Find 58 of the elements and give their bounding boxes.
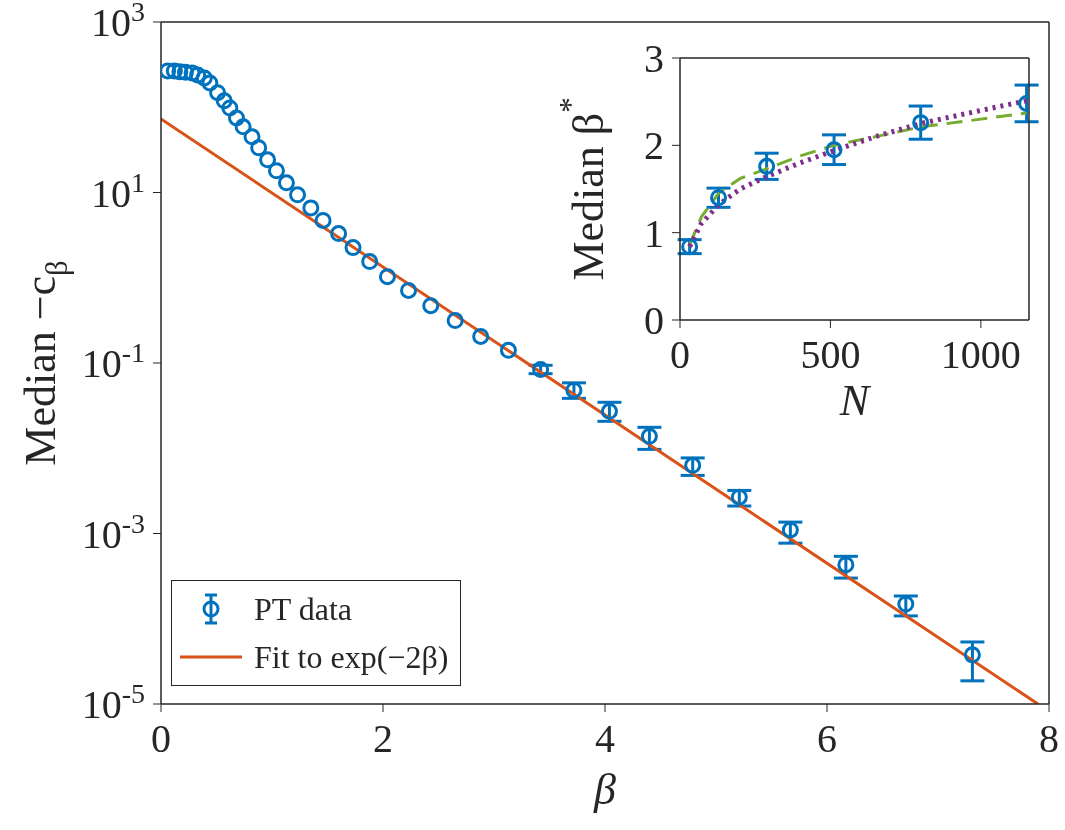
- point: [897, 595, 915, 613]
- x-tick-label: 1000: [940, 332, 1021, 377]
- point: [330, 225, 348, 243]
- point: [963, 646, 981, 664]
- point: [201, 74, 219, 92]
- legend-label: Fit to exp(−2β): [254, 638, 449, 677]
- point: [472, 327, 490, 345]
- point: [681, 238, 699, 256]
- point: [189, 66, 207, 84]
- point: [183, 64, 201, 82]
- x-tick-label: 500: [800, 332, 861, 377]
- point: [758, 157, 776, 175]
- point: [422, 297, 440, 315]
- point: [344, 239, 362, 257]
- point: [640, 427, 658, 445]
- point: [234, 118, 252, 136]
- point: [499, 341, 517, 359]
- y-tick-label: 1: [644, 210, 664, 256]
- point: [302, 199, 320, 217]
- point: [314, 211, 332, 229]
- x-tick-label: 2: [373, 716, 393, 761]
- point: [227, 109, 245, 127]
- point: [195, 69, 213, 87]
- point: [837, 556, 855, 574]
- y-tick-label: 0: [644, 298, 664, 343]
- y-tick-label: 10$^{-1}$: [81, 336, 145, 386]
- point: [825, 141, 843, 159]
- x-tick-label: 6: [817, 716, 837, 761]
- point: [250, 139, 268, 157]
- point: [400, 281, 418, 299]
- point: [221, 99, 239, 117]
- x-tick-label: 4: [595, 716, 615, 761]
- y-tick-label: 10$^{1}$: [91, 166, 145, 216]
- point: [289, 186, 307, 204]
- point: [165, 62, 183, 80]
- point: [161, 62, 177, 80]
- point: [781, 521, 799, 539]
- x-axis-title: N: [838, 376, 872, 425]
- point: [259, 151, 277, 169]
- point: [565, 381, 583, 399]
- x-axis-title: β: [593, 765, 617, 814]
- point: [243, 128, 261, 146]
- point: [378, 268, 396, 286]
- legend-label: PT data: [254, 590, 353, 629]
- x-tick-label: 8: [1039, 716, 1059, 761]
- point: [532, 360, 550, 378]
- point: [361, 253, 379, 271]
- y-tick-label: 3: [644, 36, 664, 81]
- y-tick-label: 2: [644, 123, 664, 169]
- point: [209, 84, 227, 102]
- point: [215, 92, 233, 110]
- point: [277, 174, 295, 192]
- point: [267, 162, 285, 180]
- point: [912, 114, 930, 132]
- y-tick-label: 10$^{-5}$: [81, 677, 145, 727]
- y-tick-label: 10$^{3}$: [91, 0, 145, 45]
- point: [446, 312, 464, 330]
- y-tick-label: 10$^{-3}$: [81, 507, 145, 557]
